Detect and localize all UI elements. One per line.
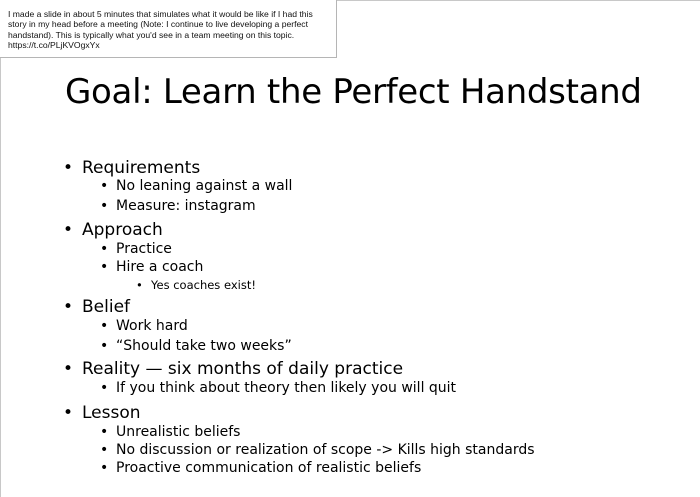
bullet-dot-icon: • bbox=[100, 198, 109, 214]
bullet-label: Unrealistic beliefs bbox=[116, 424, 241, 440]
bullet-lesson: • Lesson bbox=[63, 403, 141, 423]
sub-bullet: • No discussion or realization of scope … bbox=[100, 442, 535, 458]
bullet-label: No leaning against a wall bbox=[116, 178, 293, 194]
sub-bullet: • Work hard bbox=[100, 318, 188, 334]
bullet-dot-icon: • bbox=[100, 424, 109, 440]
frame-left-border bbox=[0, 0, 1, 497]
sub-bullet: • No leaning against a wall bbox=[100, 178, 293, 194]
bullet-belief: • Belief bbox=[63, 297, 131, 317]
bullet-dot-icon: • bbox=[63, 359, 74, 379]
bullet-label: If you think about theory then likely yo… bbox=[116, 380, 457, 396]
bullet-label: Measure: instagram bbox=[116, 198, 256, 214]
bullet-approach: • Approach bbox=[63, 220, 163, 240]
sub-bullet: • Practice bbox=[100, 241, 172, 257]
bullet-label: Hire a coach bbox=[116, 259, 204, 275]
bullet-dot-icon: • bbox=[100, 380, 109, 396]
bullet-label: Practice bbox=[116, 241, 172, 257]
bullet-label: Work hard bbox=[116, 318, 188, 334]
bullet-dot-icon: • bbox=[63, 297, 74, 317]
tweet-caption-text: I made a slide in about 5 minutes that s… bbox=[8, 9, 332, 51]
sub-bullet: • If you think about theory then likely … bbox=[100, 380, 457, 396]
bullet-dot-icon: • bbox=[100, 442, 109, 458]
bullet-requirements: • Requirements bbox=[63, 158, 201, 178]
slide-title: Goal: Learn the Perfect Handstand bbox=[65, 72, 642, 112]
bullet-label: Proactive communication of realistic bel… bbox=[116, 460, 422, 476]
bullet-label: Approach bbox=[82, 220, 163, 240]
bullet-reality: • Reality — six months of daily practice bbox=[63, 359, 404, 379]
bullet-dot-icon: • bbox=[100, 259, 109, 275]
bullet-dot-icon: • bbox=[100, 338, 109, 354]
bullet-label: Lesson bbox=[82, 403, 141, 423]
frame-top-border bbox=[0, 0, 700, 1]
bullet-label: “Should take two weeks” bbox=[116, 338, 292, 354]
tweet-caption-box: I made a slide in about 5 minutes that s… bbox=[0, 0, 337, 58]
sub-bullet: • “Should take two weeks” bbox=[100, 338, 292, 354]
bullet-label: Yes coaches exist! bbox=[151, 278, 256, 292]
bullet-dot-icon: • bbox=[100, 318, 109, 334]
bullet-dot-icon: • bbox=[63, 158, 74, 178]
bullet-dot-icon: • bbox=[100, 241, 109, 257]
tweet-line: handstand). This is typically what you'd… bbox=[8, 29, 295, 40]
bullet-dot-icon: • bbox=[136, 278, 143, 292]
tweet-line: I made a slide in about 5 minutes that s… bbox=[8, 9, 313, 19]
sub-bullet: • Measure: instagram bbox=[100, 198, 256, 214]
bullet-dot-icon: • bbox=[63, 220, 74, 240]
tweet-link[interactable]: https://t.co/PLjKVOgxYx bbox=[8, 40, 100, 51]
sub-bullet: • Hire a coach bbox=[100, 259, 204, 275]
sub-bullet: • Unrealistic beliefs bbox=[100, 424, 241, 440]
bullet-dot-icon: • bbox=[100, 178, 109, 194]
sub-bullet: • Proactive communication of realistic b… bbox=[100, 460, 422, 476]
sub-sub-bullet: • Yes coaches exist! bbox=[136, 278, 256, 292]
bullet-dot-icon: • bbox=[100, 460, 109, 476]
bullet-label: Requirements bbox=[82, 158, 201, 178]
bullet-dot-icon: • bbox=[63, 403, 74, 423]
bullet-label: Belief bbox=[82, 297, 131, 317]
bullet-label: Reality — six months of daily practice bbox=[82, 359, 404, 379]
bullet-label: No discussion or realization of scope ->… bbox=[116, 442, 535, 458]
tweet-line: story in my head before a meeting (Note:… bbox=[8, 19, 308, 30]
